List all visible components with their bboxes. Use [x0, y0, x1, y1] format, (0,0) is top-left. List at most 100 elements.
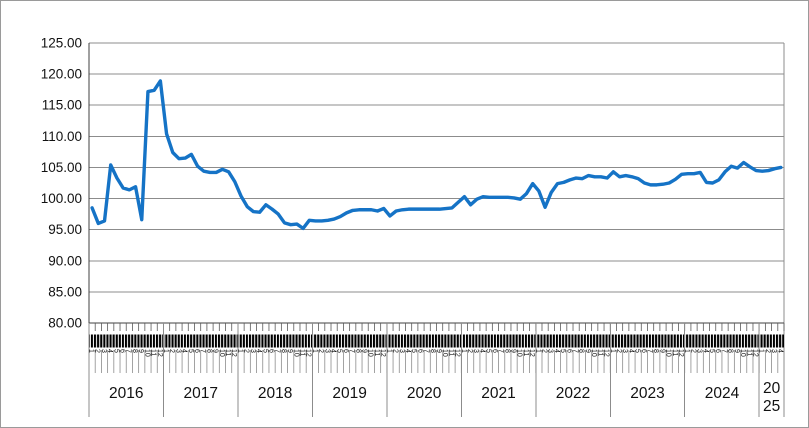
month-tick-label: 10: [143, 349, 150, 357]
month-label-band: [89, 334, 784, 348]
month-tick-label: 4: [627, 349, 634, 353]
month-tick-label: 1: [236, 349, 243, 353]
month-tick-label: 11: [298, 349, 305, 356]
month-tick-label: 9: [509, 349, 516, 353]
month-tick-label: 11: [150, 349, 157, 356]
y-tick-label: 120.00: [41, 67, 82, 82]
month-tick-label: 3: [472, 349, 479, 353]
month-tick-label: 1: [460, 349, 467, 353]
month-tick-label: 6: [342, 349, 349, 353]
month-tick-label: 11: [596, 349, 603, 356]
month-tick-label: 9: [584, 349, 591, 353]
month-tick-label: 3: [174, 349, 181, 353]
month-tick-label: 2: [392, 349, 399, 353]
y-tick-label: 110.00: [42, 129, 82, 144]
month-tick-label: 9: [286, 349, 293, 353]
year-label: 2022: [556, 385, 590, 402]
month-tick-label: 12: [230, 349, 237, 357]
month-tick-label: 5: [187, 349, 194, 353]
y-tick-label: 95.00: [48, 222, 82, 237]
month-tick-label: 12: [379, 349, 386, 357]
month-tick-label: 5: [261, 349, 268, 353]
year-label: 2020: [407, 385, 442, 402]
month-tick-label: 7: [720, 349, 727, 353]
month-tick-label: 4: [478, 349, 485, 353]
month-tick-label: 9: [658, 349, 665, 353]
month-tick-label: 12: [751, 349, 758, 357]
y-tick-label: 80.00: [48, 316, 82, 331]
month-tick-label: 12: [528, 349, 535, 357]
month-tick-label: 10: [218, 349, 225, 357]
month-tick-label: 6: [119, 349, 126, 353]
month-tick-label: 6: [714, 349, 721, 353]
month-tick-label: 9: [137, 349, 144, 353]
month-tick-label: 3: [770, 349, 777, 353]
month-tick-label: 3: [621, 349, 628, 353]
year-label: 2018: [258, 385, 292, 402]
month-tick-label: 8: [727, 349, 734, 353]
month-tick-label: 6: [565, 349, 572, 353]
y-tick-label: 100.00: [41, 191, 82, 206]
month-tick-label: 3: [398, 349, 405, 353]
month-tick-label: 2: [615, 349, 622, 353]
month-tick-label: 11: [745, 349, 752, 356]
month-tick-label: 4: [330, 349, 337, 353]
year-axis: 2016 2017 2018 2019 2020 2021 2022 2023 2024 20 25: [88, 323, 781, 417]
month-tick-label: 10: [292, 349, 299, 357]
index-line-series: [90, 79, 783, 231]
month-tick-label: 4: [776, 349, 783, 353]
month-tick-label: 9: [733, 349, 740, 353]
month-tick-label: 2: [764, 349, 771, 353]
month-labels: 1 2 3 4 5 6 7 8 9 10 11 12 1 2 3 4 5 6 7 8 9 10 11 12 1 2 3 4 5 6 7 8 9 1…: [88, 349, 784, 357]
month-tick-label: 4: [255, 349, 262, 353]
gridlines: [89, 42, 785, 417]
month-tick-label: 12: [305, 349, 312, 357]
month-tick-label: 1: [162, 349, 169, 353]
month-tick-label: 10: [590, 349, 597, 357]
month-tick-label: 11: [224, 349, 231, 356]
month-tick-label: 10: [739, 349, 746, 357]
month-tick-label: 7: [497, 349, 504, 353]
y-tick-label: 125.00: [41, 36, 82, 51]
year-label: 2016: [109, 385, 143, 402]
month-tick-label: 5: [410, 349, 417, 353]
month-tick-label: 8: [652, 349, 659, 353]
month-tick-label: 6: [640, 349, 647, 353]
month-tick-label: 1: [385, 349, 392, 353]
axes: [88, 43, 784, 324]
month-tick-label: 8: [205, 349, 212, 353]
month-tick-label: 9: [435, 349, 442, 353]
month-tick-label: 5: [336, 349, 343, 353]
month-tick-label: 2: [466, 349, 473, 353]
month-tick-label: 8: [354, 349, 361, 353]
month-tick-label: 1: [758, 349, 765, 353]
month-tick-label: 7: [646, 349, 653, 353]
month-tick-label: 2: [243, 349, 250, 353]
month-tick-label: 2: [317, 349, 324, 353]
y-tick-label: 105.00: [41, 160, 82, 175]
month-tick-label: 10: [516, 349, 523, 357]
y-tick-label: 115.00: [42, 98, 82, 113]
month-tick-label: 12: [156, 349, 163, 357]
year-label: 2019: [332, 385, 366, 402]
month-tick-label: 7: [274, 349, 281, 353]
month-tick-label: 1: [609, 349, 616, 353]
month-tick-label: 3: [100, 349, 107, 353]
month-tick-label: 5: [485, 349, 492, 353]
month-tick-label: 2: [540, 349, 547, 353]
month-tick-label: 8: [503, 349, 510, 353]
year-label: 2017: [183, 385, 217, 402]
month-tick-label: 7: [125, 349, 132, 353]
year-label: 2021: [481, 385, 515, 402]
y-tick-label: 90.00: [48, 253, 82, 268]
y-axis-labels: 125.00 120.00 115.00 110.00 105.00 100.00 95.0…: [41, 36, 82, 331]
month-tick-label: 6: [491, 349, 498, 353]
month-tick-label: 12: [603, 349, 610, 357]
year-label: 20 25: [763, 380, 781, 415]
month-tick-label: 3: [547, 349, 554, 353]
month-tick-label: 5: [112, 349, 119, 353]
month-tick-label: 1: [534, 349, 541, 353]
month-tick-label: 3: [249, 349, 256, 353]
month-tick-label: 3: [323, 349, 330, 353]
